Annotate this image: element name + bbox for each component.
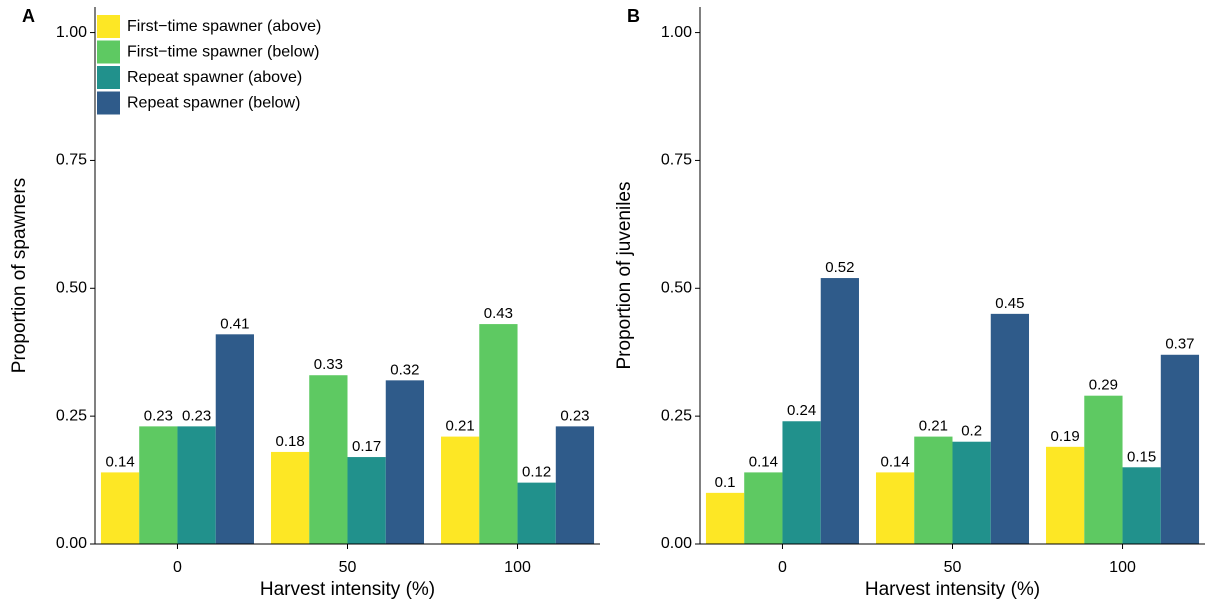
bar: [1122, 467, 1161, 544]
value-label: 0.19: [1051, 428, 1080, 445]
legend-label: Repeat spawner (above): [127, 69, 302, 86]
x-tick-label: 0: [778, 559, 787, 576]
bar: [1084, 395, 1123, 544]
bar: [309, 375, 348, 544]
value-label: 0.37: [1165, 336, 1194, 353]
value-label: 0.14: [881, 453, 910, 470]
value-label: 0.21: [919, 418, 948, 435]
bar: [952, 441, 991, 544]
bar: [744, 472, 783, 544]
bar: [782, 421, 821, 544]
y-tick-label: 0.50: [56, 280, 87, 297]
y-axis-title: Proportion of spawners: [9, 178, 30, 373]
y-tick-label: 1.00: [661, 24, 692, 41]
bar: [441, 436, 480, 544]
value-label: 0.29: [1089, 377, 1118, 394]
panel-label: B: [627, 6, 640, 26]
value-label: 0.24: [787, 402, 816, 419]
bar: [875, 472, 915, 544]
value-label: 0.33: [314, 356, 343, 373]
y-tick-label: 0.50: [661, 280, 692, 297]
bar: [270, 451, 310, 544]
y-tick-label: 0.00: [661, 535, 692, 552]
value-label: 0.23: [144, 407, 173, 424]
bar: [139, 426, 178, 544]
y-tick-label: 1.00: [56, 24, 87, 41]
legend-swatch: [97, 40, 120, 64]
bar: [1046, 446, 1085, 544]
x-tick-label: 100: [1109, 559, 1136, 576]
value-label: 0.18: [276, 433, 305, 450]
y-tick-label: 0.25: [56, 407, 87, 424]
bar: [215, 334, 254, 544]
x-axis-title: Harvest intensity (%): [865, 579, 1040, 600]
value-label: 0.12: [522, 464, 551, 481]
x-tick-label: 50: [944, 559, 962, 576]
bar: [177, 426, 216, 544]
bar: [555, 426, 595, 544]
legend-label: Repeat spawner (below): [127, 95, 300, 112]
value-label: 0.23: [182, 407, 211, 424]
y-tick-label: 0.75: [56, 152, 87, 169]
x-axis-title: Harvest intensity (%): [260, 579, 435, 600]
legend-swatch: [97, 66, 120, 89]
legend-swatch: [97, 15, 120, 38]
value-label: 0.45: [995, 295, 1024, 312]
value-label: 0.41: [220, 315, 249, 332]
panel-label: A: [22, 6, 35, 26]
value-label: 0.23: [560, 407, 589, 424]
bar: [1160, 354, 1200, 544]
y-axis-title: Proportion of juveniles: [614, 182, 635, 370]
value-label: 0.14: [105, 453, 134, 470]
legend-label: First−time spawner (below): [127, 44, 320, 61]
x-tick-label: 0: [173, 559, 182, 576]
bar: [914, 436, 953, 544]
value-label: 0.32: [390, 361, 419, 378]
bar: [990, 313, 1030, 544]
bar: [347, 457, 386, 544]
legend-label: First−time spawner (above): [127, 18, 321, 35]
bar: [100, 472, 140, 544]
legend-swatch: [97, 91, 120, 115]
y-tick-label: 0.75: [661, 152, 692, 169]
value-label: 0.1: [715, 474, 736, 491]
value-label: 0.2: [961, 423, 982, 440]
value-label: 0.14: [749, 453, 778, 470]
value-label: 0.52: [825, 259, 854, 276]
y-tick-label: 0.00: [56, 535, 87, 552]
value-label: 0.17: [352, 438, 381, 455]
bar: [385, 380, 425, 544]
bar: [820, 278, 859, 544]
x-tick-label: 50: [339, 559, 357, 576]
value-label: 0.15: [1127, 448, 1156, 465]
value-label: 0.43: [484, 305, 513, 322]
bar: [517, 482, 556, 544]
x-tick-label: 100: [504, 559, 531, 576]
y-tick-label: 0.25: [661, 407, 692, 424]
value-label: 0.21: [446, 418, 475, 435]
bar: [705, 492, 745, 544]
bar: [479, 324, 518, 544]
